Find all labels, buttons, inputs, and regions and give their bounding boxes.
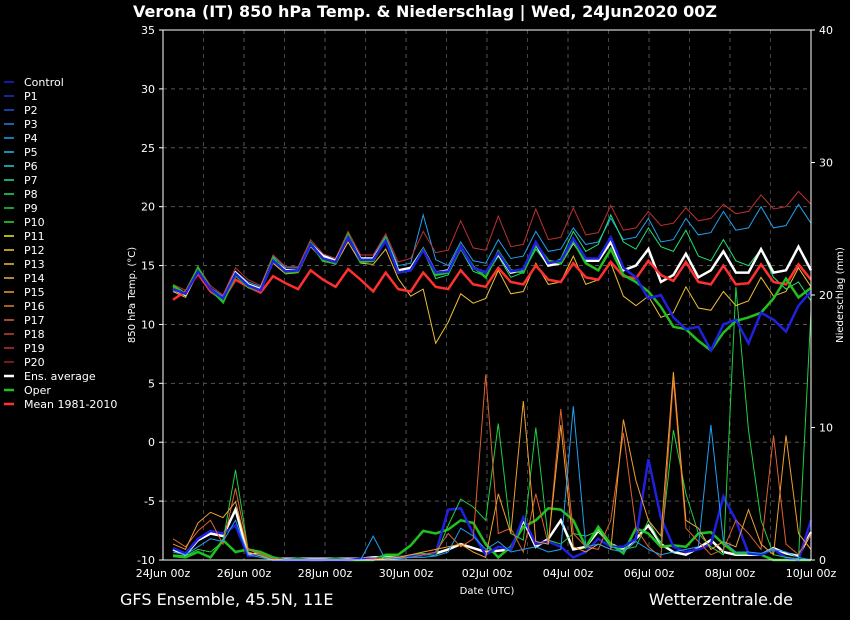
legend-label: P2: [24, 104, 38, 117]
legend-label: P5: [24, 146, 38, 159]
temp-line-p19: [172, 190, 812, 296]
precip-line-p9: [172, 287, 812, 561]
legend-item: P14: [4, 272, 45, 285]
legend-label: P1: [24, 90, 38, 103]
y-tick-label: 5: [148, 377, 155, 390]
precip-line-p17: [172, 374, 812, 561]
y-tick-label: 0: [148, 436, 155, 449]
legend-label: P16: [24, 300, 45, 313]
grid: [162, 29, 812, 561]
y-tick-label: 30: [141, 83, 155, 96]
legend-label: P10: [24, 216, 45, 229]
precipitation-lines: [172, 287, 813, 562]
y2-tick-label: 40: [819, 24, 833, 37]
legend-item: P15: [4, 286, 45, 299]
legend-label: P7: [24, 174, 38, 187]
y2-tick-label: 0: [819, 554, 826, 567]
footer-source: GFS Ensemble, 45.5N, 11E: [120, 590, 333, 609]
x-tick-label: 08Jul 00z: [705, 567, 756, 580]
legend-label: P20: [24, 356, 45, 369]
legend-label: P6: [24, 160, 38, 173]
y-tick-label: 15: [141, 260, 155, 273]
legend-item: P20: [4, 356, 45, 369]
legend-label: P3: [24, 118, 38, 131]
y2-tick-label: 20: [819, 289, 833, 302]
legend-label: P12: [24, 244, 45, 257]
legend-item: P2: [4, 104, 38, 117]
x-tick-label: 30Jun 00z: [379, 567, 434, 580]
legend-item: Oper: [4, 384, 51, 397]
y-tick-label: 35: [141, 24, 155, 37]
x-axis-ticks: 24Jun 00z 26Jun 00z 28Jun 00z 30Jun 00z 02Ju…: [136, 567, 837, 580]
legend-label: P11: [24, 230, 45, 243]
y2-tick-label: 30: [819, 157, 833, 170]
legend-item: P11: [4, 230, 45, 243]
legend-label: P14: [24, 272, 45, 285]
x-tick-label: 02Jul 00z: [462, 567, 513, 580]
x-tick-label: 24Jun 00z: [136, 567, 191, 580]
x-tick-label: 26Jun 00z: [217, 567, 272, 580]
y2-tick-label: 10: [819, 422, 833, 435]
legend-label: Ens. average: [24, 370, 96, 383]
y-tick-label: 10: [141, 318, 155, 331]
legend-item: P8: [4, 188, 38, 201]
legend-item: P7: [4, 174, 38, 187]
y-tick-label: -10: [137, 554, 155, 567]
legend-item: Ens. average: [4, 370, 96, 383]
legend-item: P3: [4, 118, 38, 131]
legend-item: P18: [4, 328, 45, 341]
legend-item: P13: [4, 258, 45, 271]
x-tick-label: 28Jun 00z: [298, 567, 353, 580]
legend-label: Oper: [24, 384, 51, 397]
y-tick-label: 20: [141, 201, 155, 214]
y-tick-label: 25: [141, 142, 155, 155]
legend-label: P17: [24, 314, 45, 327]
y2-axis-label: Niederschlag (mm): [835, 247, 846, 343]
legend-item: P4: [4, 132, 38, 145]
temp-line-p13: [172, 240, 812, 345]
y-tick-label: -5: [144, 495, 155, 508]
x-tick-label: 04Jul 00z: [543, 567, 594, 580]
footer-brand: Wetterzentrale.de: [649, 590, 793, 609]
temperature-lines: [172, 190, 813, 354]
temp-line-p4: [172, 203, 812, 297]
x-tick-label: 06Jul 00z: [624, 567, 675, 580]
legend-label: P4: [24, 132, 38, 145]
legend-label: Control: [24, 76, 64, 89]
legend-item: P10: [4, 216, 45, 229]
legend: ControlP1P2P3P4P5P6P7P8P9P10P11P12P13P14…: [4, 76, 117, 411]
legend-item: P9: [4, 202, 38, 215]
legend-item: P17: [4, 314, 45, 327]
legend-item: P19: [4, 342, 45, 355]
y-axis-right-ticks: 40 30 20 10 0: [811, 24, 833, 567]
legend-item: P1: [4, 90, 38, 103]
legend-item: P6: [4, 160, 38, 173]
chart-title: Verona (IT) 850 hPa Temp. & Niederschlag…: [133, 2, 717, 22]
x-axis-label: Date (UTC): [460, 586, 515, 597]
precip-line-oper: [172, 506, 811, 562]
x-tick-label: 10Jul 00z: [786, 567, 837, 580]
y-axis-label: 850 hPa Temp. (°C): [127, 247, 138, 343]
legend-label: P9: [24, 202, 38, 215]
legend-item: Control: [4, 76, 64, 89]
legend-label: P19: [24, 342, 45, 355]
temp-line-control: [172, 234, 812, 354]
legend-item: P12: [4, 244, 45, 257]
legend-label: P8: [24, 188, 38, 201]
legend-label: P15: [24, 286, 45, 299]
legend-item: P5: [4, 146, 38, 159]
legend-item: P16: [4, 300, 45, 313]
temp-line-p8: [172, 213, 812, 302]
temp-line-mean-1981-2010: [172, 258, 812, 302]
legend-item: Mean 1981-2010: [4, 398, 117, 411]
legend-label: P13: [24, 258, 45, 271]
y-axis-left-ticks: 35 30 25 20 15 10 5 0 -5 -10: [137, 24, 163, 567]
legend-label: P18: [24, 328, 45, 341]
legend-label: Mean 1981-2010: [24, 398, 117, 411]
